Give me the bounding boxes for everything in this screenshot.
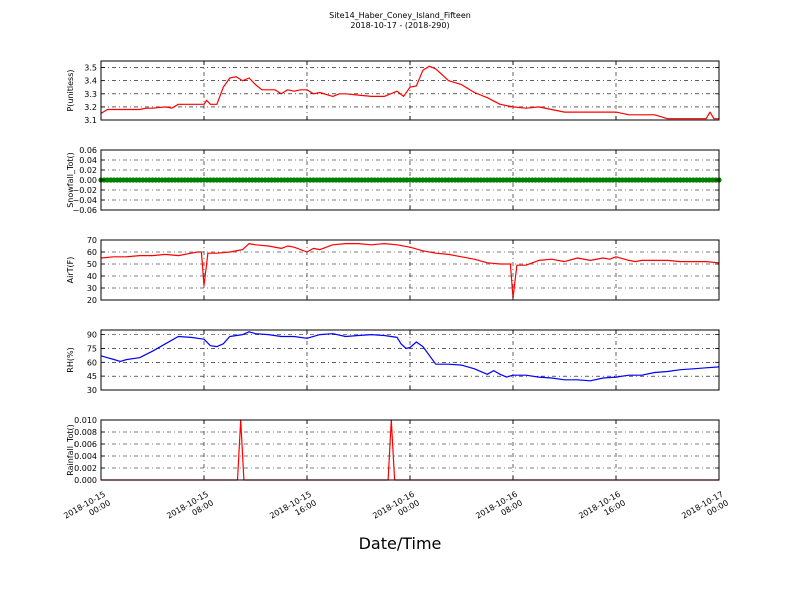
y-tick-label: 60 — [87, 358, 97, 367]
y-tick-label: 3.1 — [84, 116, 97, 125]
subplot-1: 3.1 3.2 3.3 3.4 3.5 P(unitless) — [66, 60, 720, 125]
y-tick-label: 0.008 — [74, 428, 97, 437]
y-tick-label: 0.006 — [74, 440, 97, 449]
y-tick-label: 30 — [87, 284, 97, 293]
y-tick-label: 0.06 — [79, 146, 97, 155]
y-tick-label: 0.010 — [74, 416, 97, 425]
y-axis-label: AirT(F) — [66, 257, 75, 284]
y-tick-label: 90 — [87, 331, 97, 340]
y-tick-label: 3.5 — [84, 64, 97, 73]
y-tick-label: 0.04 — [79, 156, 97, 165]
y-tick-label: 3.3 — [84, 90, 97, 99]
y-tick-label: 30 — [87, 386, 97, 395]
y-tick-label: 75 — [87, 344, 97, 353]
y-tick-label: 3.4 — [84, 77, 97, 86]
subplot-5: 0.000 0.002 0.004 0.006 0.008 0.010Rainfall_T… — [66, 416, 720, 485]
y-tick-label: 0.000 — [74, 476, 97, 485]
y-tick-label: 45 — [87, 372, 97, 381]
y-tick-label: 70 — [87, 236, 97, 245]
series-line-1 — [100, 65, 719, 120]
y-axis-label: RH(%) — [66, 347, 75, 372]
y-tick-label: 0.002 — [74, 464, 97, 473]
series-line-3 — [100, 243, 720, 299]
y-axis-label: P(unitless) — [66, 69, 75, 111]
y-tick-label: 50 — [87, 260, 97, 269]
subplot-3: 20 30 40 50 60 70 AirT(F) — [66, 236, 720, 305]
x-axis-label: Date/Time — [358, 534, 442, 553]
y-axis-label: Snowfall_Tot() — [66, 152, 75, 208]
y-tick-label: 0.02 — [79, 166, 97, 175]
y-axis-label: Rainfall_Tot() — [66, 424, 75, 476]
y-tick-label: 20 — [87, 296, 97, 305]
subplot-4: 30 45 60 75 90 RH(%) — [66, 329, 720, 395]
y-tick-label: 0.004 — [74, 452, 97, 461]
y-tick-label: 40 — [87, 272, 97, 281]
subplot-2: −0.06−0.04−0.020.000.020.040.06 Snowfall_… — [66, 146, 722, 215]
y-tick-label: 0.00 — [79, 176, 97, 185]
chart-title: Site14_Haber_Coney_Island_Fifteen — [329, 11, 471, 20]
y-tick-label: −0.06 — [72, 206, 97, 215]
chart-subtitle: 2018-10-17 - (2018-290) — [350, 21, 450, 30]
y-tick-label: 60 — [87, 248, 97, 257]
y-tick-label: −0.04 — [72, 196, 97, 205]
series-line-4 — [100, 331, 720, 382]
y-tick-label: −0.02 — [72, 186, 97, 195]
y-tick-label: 3.2 — [84, 103, 97, 112]
